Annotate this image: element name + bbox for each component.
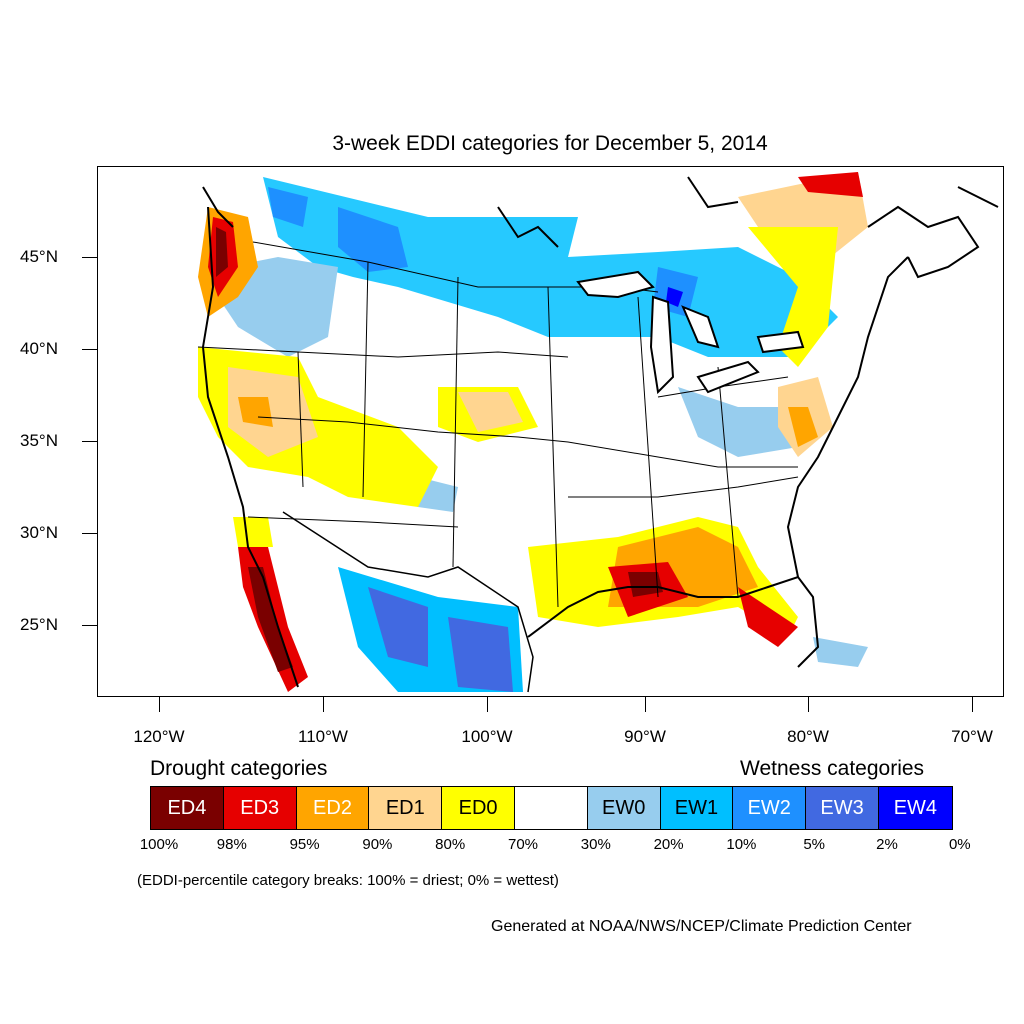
- y-tick: [82, 441, 97, 442]
- x-tick: [645, 697, 646, 712]
- legend-bar: ED4 ED3 ED2 ED1 ED0 EW0 EW1 EW2 EW3 EW4: [150, 786, 953, 830]
- map-frame: [97, 166, 1004, 697]
- map-title: 3-week EDDI categories for December 5, 2…: [332, 132, 768, 155]
- y-tick: [82, 349, 97, 350]
- category-note: (EDDI-percentile category breaks: 100% =…: [137, 872, 559, 889]
- x-tick: [972, 697, 973, 712]
- x-label-70w: 70°W: [951, 727, 993, 746]
- y-label-45n: 45°N: [20, 247, 58, 266]
- legend-box-ed4: ED4: [151, 787, 224, 829]
- x-tick: [487, 697, 488, 712]
- canada-coastlines: [202, 176, 999, 279]
- x-label-90w: 90°W: [624, 727, 666, 746]
- percent-break-label: 2%: [876, 836, 898, 853]
- legend-box-ed1: ED1: [369, 787, 443, 829]
- percent-break-label: 80%: [435, 836, 466, 853]
- x-label-120w: 120°W: [133, 727, 185, 746]
- percent-break-label: 90%: [362, 836, 393, 853]
- x-label-100w: 100°W: [461, 727, 513, 746]
- legend-box-ew0: EW0: [587, 787, 661, 829]
- percent-break-label: 30%: [580, 836, 611, 853]
- percent-break-label: 70%: [507, 836, 539, 853]
- percent-break-label: 10%: [726, 836, 757, 853]
- legend-box-ed0: ED0: [442, 787, 515, 829]
- x-label-110w: 110°W: [298, 727, 348, 746]
- legend-box-ed3: ED3: [223, 787, 297, 829]
- legend-box-ew2: EW2: [733, 787, 807, 829]
- x-tick: [159, 697, 160, 712]
- y-label-25n: 25°N: [20, 615, 58, 634]
- x-tick: [323, 697, 324, 712]
- y-label-30n: 30°N: [20, 523, 58, 542]
- x-tick: [808, 697, 809, 712]
- percent-break-label: 5%: [803, 836, 826, 853]
- y-label-35n: 35°N: [20, 431, 58, 450]
- legend-box-ew3: EW3: [806, 787, 879, 829]
- percent-break-label: 0%: [948, 836, 971, 853]
- x-label-80w: 80°W: [787, 727, 829, 746]
- legend-box-ew1: EW1: [660, 787, 734, 829]
- legend-box-neutral: [514, 787, 588, 829]
- great-lakes: [576, 270, 805, 395]
- legend-box-ed2: ED2: [296, 787, 370, 829]
- y-label-40n: 40°N: [20, 339, 58, 358]
- credit-text: Generated at NOAA/NWS/NCEP/Climate Predi…: [491, 918, 912, 935]
- boundary-lines: [197, 206, 909, 693]
- percent-break-label: 100%: [139, 836, 179, 853]
- y-tick: [82, 625, 97, 626]
- eddi-map: [197, 172, 999, 693]
- percent-break-label: 98%: [216, 836, 247, 853]
- drought-regions: [198, 172, 868, 692]
- y-tick: [82, 257, 97, 258]
- percent-break-label: 20%: [653, 836, 684, 853]
- wetness-heading: Wetness categories: [740, 757, 925, 780]
- drought-heading: Drought categories: [150, 757, 328, 780]
- legend-box-ew4: EW4: [878, 787, 952, 829]
- y-tick: [82, 533, 97, 534]
- percent-break-label: 95%: [289, 836, 320, 853]
